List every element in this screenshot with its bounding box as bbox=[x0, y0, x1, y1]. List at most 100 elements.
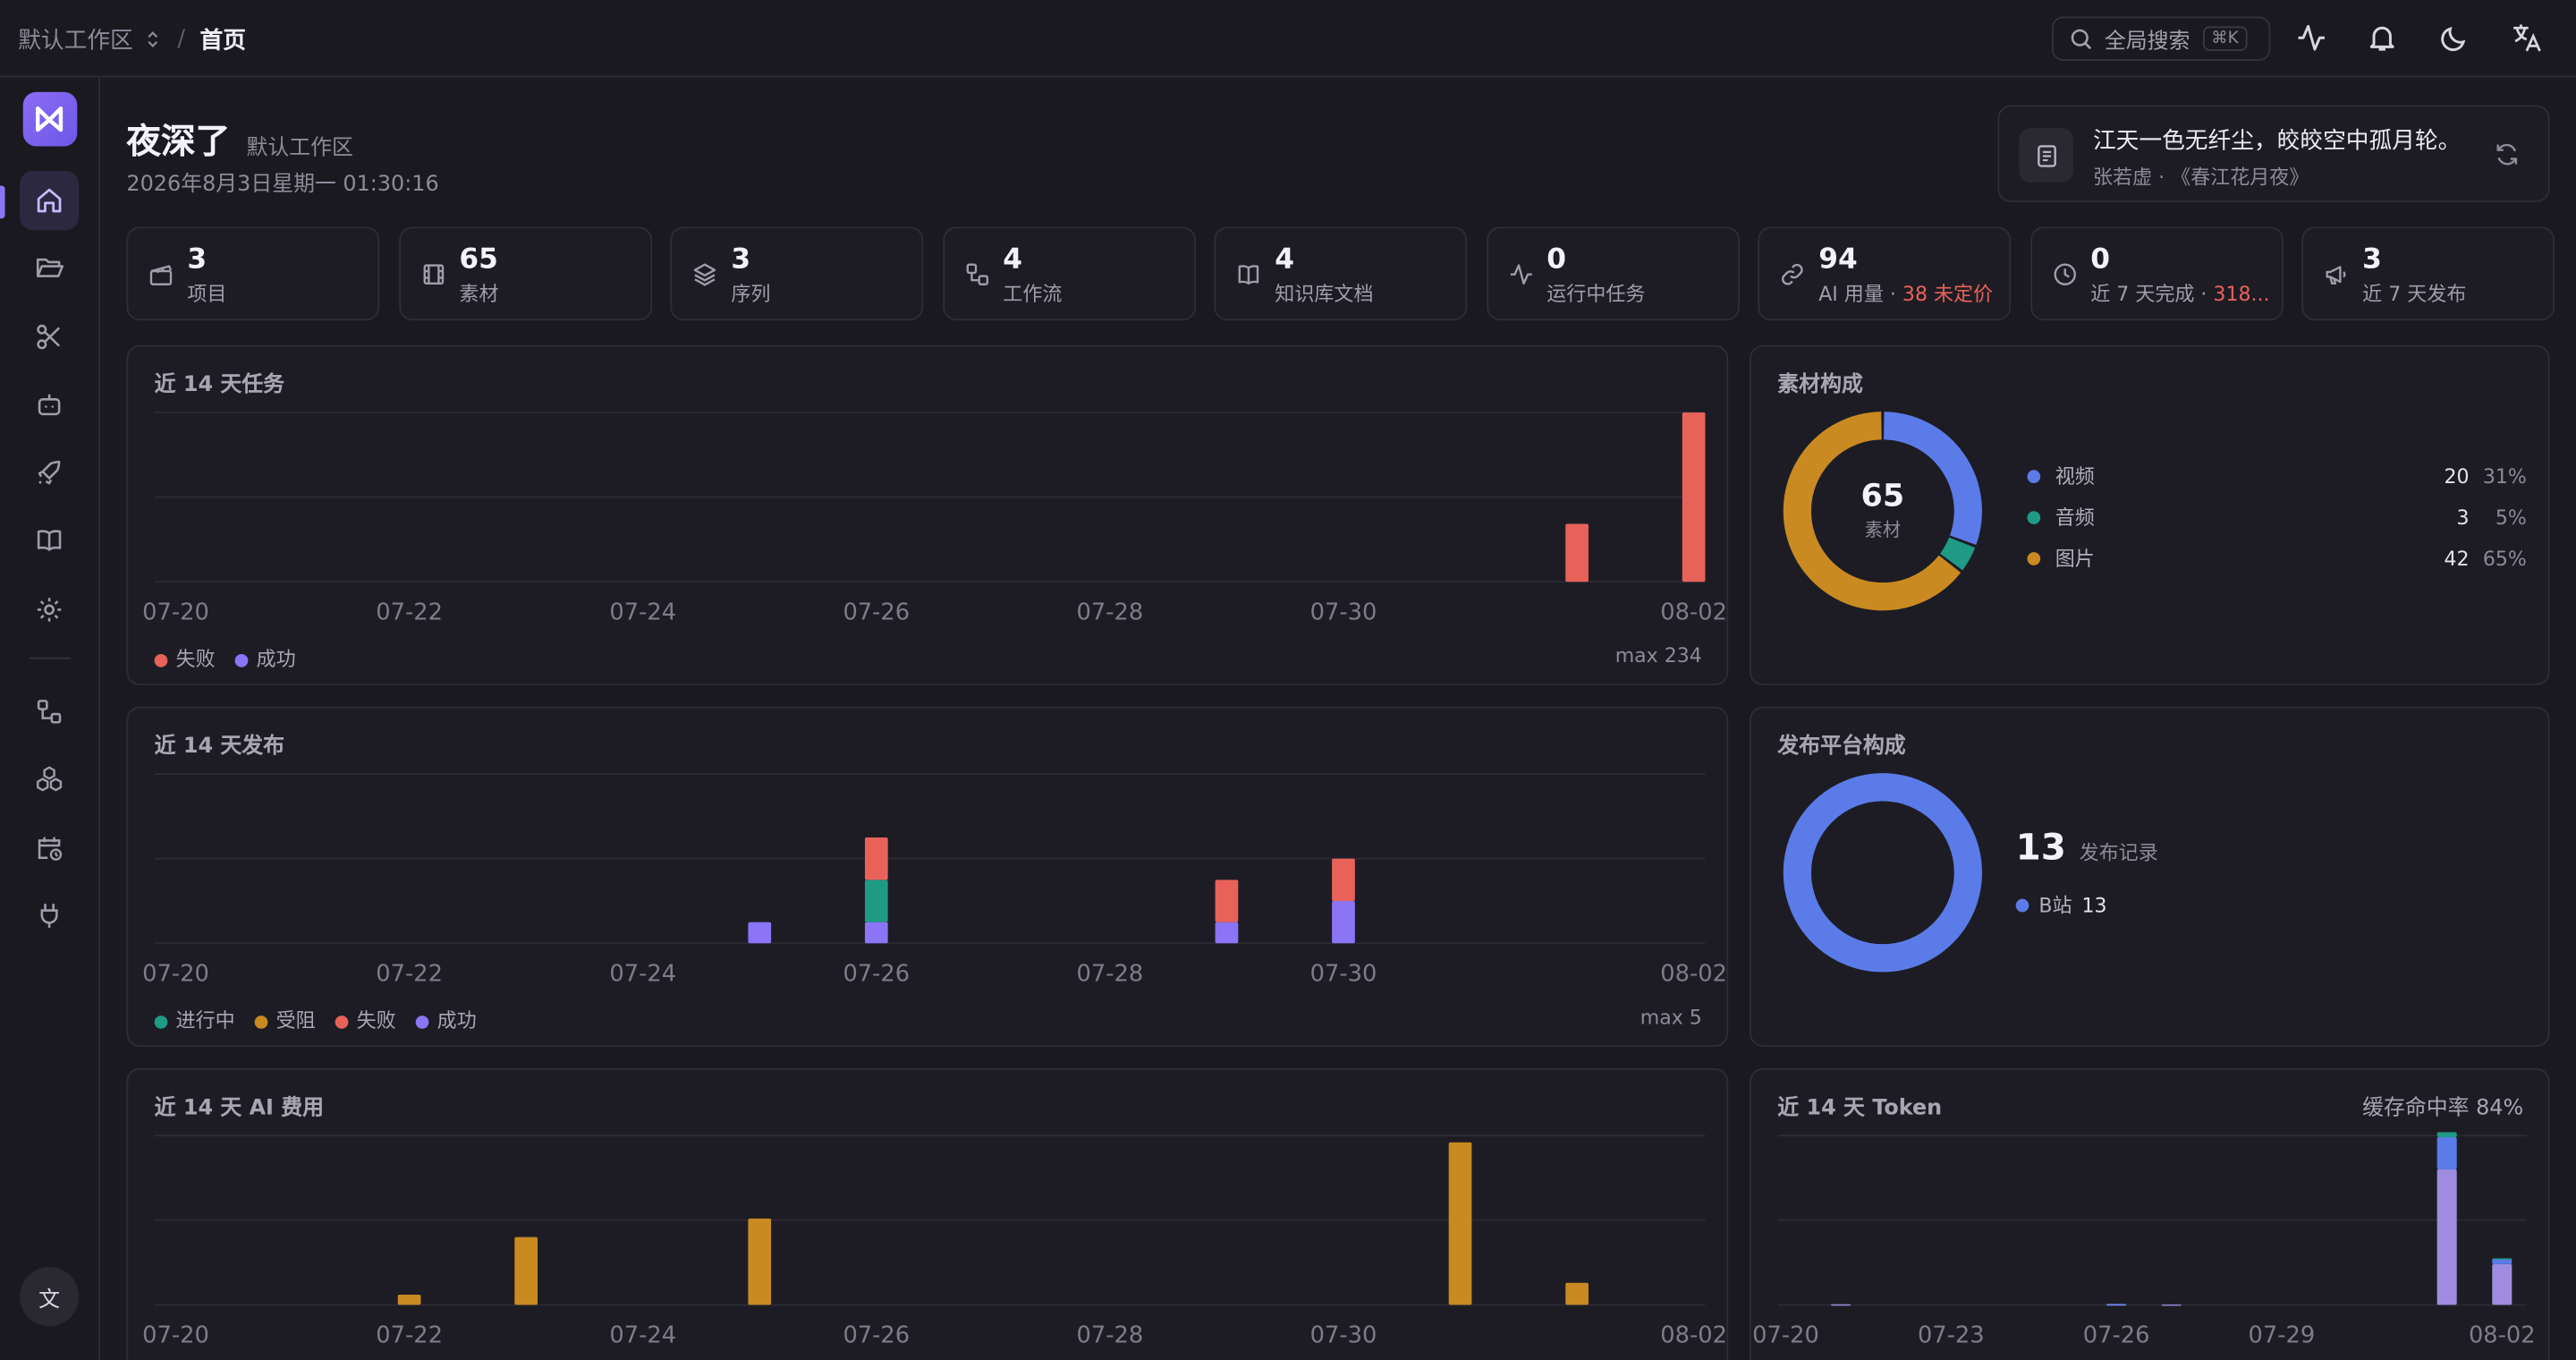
x-tick-label: 07-24 bbox=[609, 599, 676, 625]
platform-total-value: 13 bbox=[2015, 828, 2066, 870]
folder-open-icon bbox=[36, 258, 64, 277]
nav-publish[interactable] bbox=[20, 444, 79, 503]
tasks-legend: 失败 成功 bbox=[154, 644, 296, 672]
x-tick-label: 07-26 bbox=[2083, 1322, 2150, 1349]
workspace-switcher[interactable]: 默认工作区 bbox=[18, 28, 133, 55]
ai-cost-chart: 07-20 07-22 07-24 07-26 07-28 07-30 08-02 bbox=[142, 1135, 1726, 1349]
card-title: 近 14 天发布 bbox=[154, 735, 285, 760]
nav-workflows[interactable] bbox=[20, 682, 79, 741]
platform-total-label: 发布记录 bbox=[2079, 841, 2158, 865]
donut-slice bbox=[1883, 412, 1982, 546]
legend-pct: 31% bbox=[2482, 463, 2527, 488]
app-logo[interactable] bbox=[22, 91, 78, 147]
assets-legend: 视频 20 31% 音频 3 5% 图片 42 65% bbox=[2027, 455, 2527, 579]
card-title: 近 14 天 AI 费用 bbox=[154, 1096, 325, 1121]
x-tick-label: 08-02 bbox=[1660, 961, 1727, 988]
breadcrumb-current: 首页 bbox=[199, 28, 246, 55]
legend-label: 进行中 bbox=[175, 1008, 235, 1033]
stat-card[interactable]: 94 AI 用量 · 38 未定价 bbox=[1758, 226, 2012, 321]
legend-label: 成功 bbox=[436, 1008, 477, 1033]
boxes-icon bbox=[37, 766, 63, 792]
nav-plugins[interactable] bbox=[20, 886, 79, 945]
nav-agents[interactable] bbox=[20, 375, 79, 434]
translate-icon[interactable] bbox=[2510, 21, 2543, 55]
donut-slice bbox=[1783, 773, 1982, 973]
legend-value: 42 bbox=[2444, 546, 2470, 570]
breadcrumb: 默认工作区 / 首页 bbox=[18, 23, 246, 56]
token-chart: 07-20 07-23 07-26 07-29 08-02 bbox=[1752, 1132, 2536, 1349]
nav-editor[interactable] bbox=[20, 307, 79, 366]
card-title: 近 14 天任务 bbox=[154, 372, 285, 398]
x-tick-label: 07-28 bbox=[1077, 961, 1144, 988]
legend-dot bbox=[254, 1015, 268, 1028]
link-icon bbox=[1782, 263, 1803, 285]
clapper-icon bbox=[149, 265, 173, 285]
legend-value: 20 bbox=[2444, 463, 2470, 488]
x-tick-label: 07-20 bbox=[142, 1322, 209, 1349]
x-tick-label: 07-22 bbox=[376, 961, 443, 988]
donut-center: 65 素材 bbox=[1834, 478, 1932, 542]
assets-card: 素材构成 65 素材 视频 20 31% 音频 3 5% 图片 42 65% bbox=[1750, 344, 2550, 685]
chevron-updown-icon[interactable] bbox=[143, 30, 163, 49]
stat-card[interactable]: 3 近 7 天发布 bbox=[2301, 226, 2555, 321]
legend-dot bbox=[2015, 897, 2029, 912]
book-icon bbox=[1238, 265, 1259, 285]
stat-value: 3 bbox=[731, 242, 751, 276]
stat-card[interactable]: 3 项目 bbox=[126, 226, 380, 321]
stat-label-text: 近 7 天完成 · bbox=[2090, 282, 2214, 306]
language-button[interactable]: 文 bbox=[20, 1267, 80, 1327]
legend-label: 图片 bbox=[2055, 547, 2095, 571]
stat-card[interactable]: 4 知识库文档 bbox=[1214, 226, 1468, 321]
activity-icon[interactable] bbox=[2295, 21, 2328, 55]
nav-models[interactable] bbox=[20, 750, 79, 809]
refresh-icon[interactable] bbox=[2492, 140, 2521, 169]
stat-label-alert: 318... bbox=[2213, 282, 2270, 306]
stat-card[interactable]: 65 素材 bbox=[398, 226, 652, 321]
chart-bar bbox=[1565, 1282, 1589, 1305]
donut-slice bbox=[1783, 412, 1962, 611]
activity-icon bbox=[1509, 264, 1531, 285]
moon-icon[interactable] bbox=[2438, 21, 2471, 55]
x-tick-label: 07-26 bbox=[843, 1322, 910, 1349]
publish-chart: 07-20 07-22 07-24 07-26 07-28 07-30 08-02 bbox=[142, 773, 1727, 988]
nav-settings[interactable] bbox=[20, 580, 79, 639]
greeting-datetime: 2026年8月3日星期一 01:30:16 bbox=[126, 172, 439, 198]
card-title: 发布平台构成 bbox=[1777, 735, 1906, 760]
stat-label: AI 用量 · 38 未定价 bbox=[1818, 279, 1993, 307]
stat-value: 65 bbox=[459, 242, 498, 276]
stat-label-text: 项目 bbox=[187, 282, 227, 306]
stat-value: 3 bbox=[2362, 242, 2382, 276]
donut-total: 65 bbox=[1860, 478, 1905, 514]
platform-donut bbox=[1783, 773, 1982, 973]
token-card: 近 14 天 Token 缓存命中率 84% 07-20 07-23 07-26 07… bbox=[1750, 1067, 2550, 1360]
search-shortcut: ⌘K bbox=[2203, 26, 2247, 51]
nav-projects[interactable] bbox=[20, 238, 79, 297]
x-tick-label: 07-24 bbox=[609, 1322, 676, 1349]
stat-card[interactable]: 4 工作流 bbox=[942, 226, 1196, 321]
bell-icon[interactable] bbox=[2366, 21, 2399, 55]
nav-knowledge[interactable] bbox=[20, 511, 79, 570]
stat-value: 0 bbox=[2090, 242, 2110, 276]
nav-home[interactable] bbox=[20, 171, 80, 231]
legend-label: 成功 bbox=[256, 647, 296, 671]
x-tick-label: 07-29 bbox=[2249, 1322, 2316, 1349]
greeting-title: 夜深了 bbox=[126, 121, 231, 161]
book-icon bbox=[2037, 144, 2055, 166]
stat-card[interactable]: 0 近 7 天完成 · 318... bbox=[2029, 226, 2284, 321]
legend-row-image: 图片 42 65% bbox=[2027, 538, 2527, 579]
stat-card[interactable]: 3 序列 bbox=[670, 226, 924, 321]
card-title: 近 14 天 Token bbox=[1777, 1096, 1943, 1121]
nav-schedule[interactable] bbox=[20, 819, 79, 878]
search-label: 全局搜索 bbox=[2104, 30, 2190, 55]
legend-dot bbox=[154, 653, 168, 667]
legend-label: 音频 bbox=[2055, 506, 2095, 530]
platform-legend-row: B站 13 bbox=[2015, 890, 2107, 918]
chart-bar bbox=[514, 1237, 538, 1305]
stat-label-text: 工作流 bbox=[1003, 282, 1063, 306]
book-open-icon bbox=[37, 530, 62, 551]
chart-bar bbox=[2436, 1169, 2457, 1305]
legend-dot bbox=[234, 653, 249, 667]
global-search-button[interactable]: 全局搜索 ⌘K bbox=[2052, 16, 2271, 61]
legend-item: 失败 bbox=[335, 1006, 396, 1033]
stat-card[interactable]: 0 运行中任务 bbox=[1486, 226, 1740, 321]
